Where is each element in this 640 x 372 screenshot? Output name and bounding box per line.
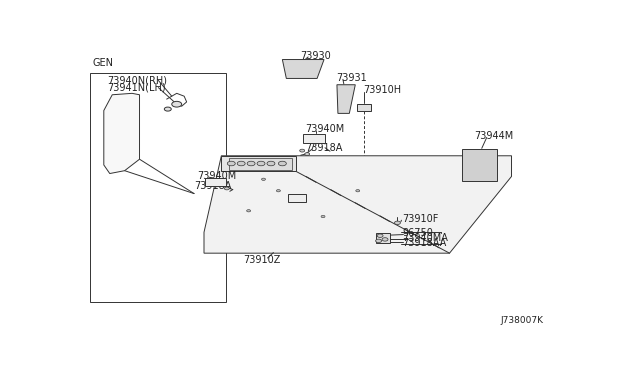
Circle shape [305, 153, 310, 155]
Text: 73910Z: 73910Z [244, 255, 281, 265]
Circle shape [237, 161, 245, 166]
Circle shape [262, 178, 266, 180]
Circle shape [356, 190, 360, 192]
Circle shape [257, 161, 265, 166]
Circle shape [278, 161, 286, 166]
Circle shape [227, 161, 236, 166]
Polygon shape [282, 60, 324, 78]
Text: 73931: 73931 [337, 73, 367, 83]
Text: 73918A: 73918A [194, 180, 232, 190]
Polygon shape [221, 156, 296, 171]
Text: 73940MA: 73940MA [403, 233, 448, 243]
Polygon shape [104, 93, 140, 173]
Polygon shape [204, 156, 511, 253]
Circle shape [394, 221, 401, 225]
Circle shape [382, 238, 388, 241]
Circle shape [267, 161, 275, 166]
Circle shape [246, 210, 251, 212]
Circle shape [321, 215, 325, 218]
Text: 73910F: 73910F [403, 214, 439, 224]
Text: 73940N(RH): 73940N(RH) [108, 76, 167, 86]
Text: 73944M: 73944M [474, 131, 513, 141]
Polygon shape [229, 158, 292, 170]
Text: 73940M: 73940M [306, 124, 345, 134]
Bar [376, 233, 390, 243]
Text: GEN: GEN [92, 58, 113, 68]
Circle shape [377, 234, 383, 237]
Circle shape [247, 161, 255, 166]
Bar [90, 73, 227, 302]
Bar [356, 104, 371, 111]
Bar [303, 134, 325, 144]
Text: 96750: 96750 [403, 228, 433, 238]
Circle shape [276, 190, 280, 192]
Circle shape [172, 101, 182, 107]
Text: 73930: 73930 [300, 51, 330, 61]
Text: 73910H: 73910H [364, 86, 401, 96]
Circle shape [300, 149, 305, 152]
Bar [288, 193, 306, 202]
Circle shape [376, 239, 381, 243]
Text: 73940M: 73940M [198, 170, 237, 180]
Text: 73918A: 73918A [306, 143, 343, 153]
Text: 73918AA: 73918AA [403, 238, 447, 248]
Text: 73941N(LH): 73941N(LH) [108, 83, 166, 93]
Circle shape [164, 107, 172, 111]
Circle shape [225, 187, 229, 190]
Polygon shape [337, 85, 355, 113]
Polygon shape [462, 149, 497, 181]
Bar [205, 178, 226, 186]
Text: J738007K: J738007K [500, 316, 543, 325]
